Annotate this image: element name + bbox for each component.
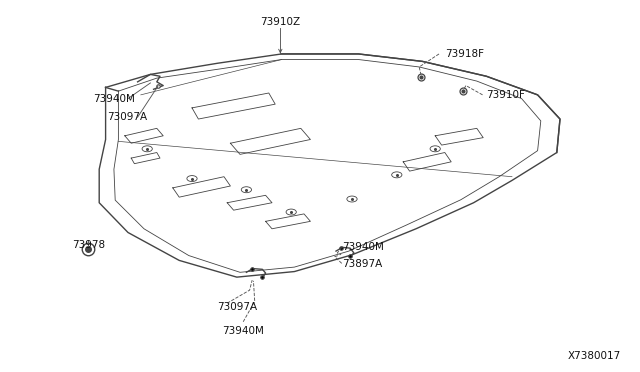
Text: 73940M: 73940M	[93, 94, 134, 103]
Text: 73910F: 73910F	[486, 90, 525, 100]
Text: 73897A: 73897A	[342, 259, 383, 269]
Text: 73940M: 73940M	[222, 326, 264, 336]
Text: 73918F: 73918F	[445, 49, 484, 59]
Text: 73978: 73978	[72, 240, 105, 250]
Text: 73097A: 73097A	[108, 112, 148, 122]
Text: 73910Z: 73910Z	[260, 17, 300, 27]
Text: 73940M: 73940M	[342, 243, 384, 252]
Text: 73097A: 73097A	[218, 302, 258, 312]
Text: X7380017: X7380017	[568, 351, 621, 361]
